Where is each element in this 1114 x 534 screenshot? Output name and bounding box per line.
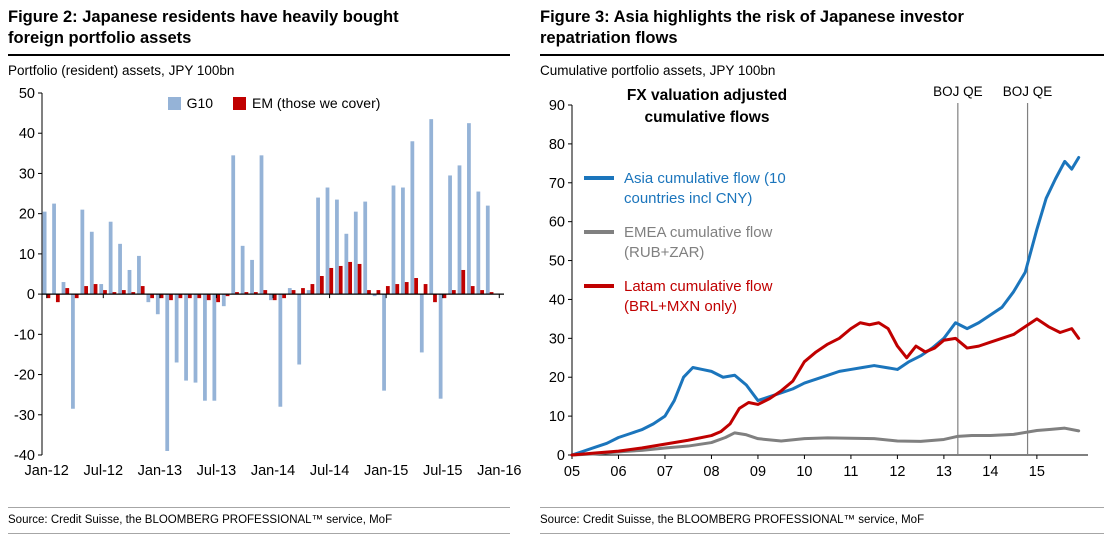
figure2-legend: G10 EM (those we cover)	[38, 95, 510, 111]
figure3-annotation: FX valuation adjusted cumulative flows	[626, 87, 788, 126]
svg-text:Jul-13: Jul-13	[197, 463, 237, 479]
svg-text:0: 0	[27, 287, 35, 303]
figure2-source: Source: Credit Suisse, the BLOOMBERG PRO…	[8, 507, 510, 534]
figure3-legend-label-emea: EMEA cumulative flow (RUB+ZAR)	[624, 224, 773, 261]
asia-line-swatch-icon	[584, 176, 614, 181]
svg-text:50: 50	[19, 86, 35, 102]
figure2-legend-label-em: EM (those we cover)	[252, 95, 381, 112]
figure3-title-text: Figure 3: Asia highlights the risk of Ja…	[540, 8, 964, 48]
em-swatch-icon	[233, 96, 247, 110]
svg-text:60: 60	[549, 215, 565, 231]
svg-text:40: 40	[549, 293, 565, 309]
svg-text:Jul-12: Jul-12	[84, 463, 124, 479]
figure3-subtitle: Cumulative portfolio assets, JPY 100bn	[540, 63, 776, 79]
svg-text:-20: -20	[14, 368, 35, 384]
svg-text:10: 10	[19, 247, 35, 263]
emea-line-swatch-icon	[584, 230, 614, 235]
svg-text:Jan-15: Jan-15	[364, 463, 408, 479]
svg-text:70: 70	[549, 176, 565, 192]
svg-text:-40: -40	[14, 448, 35, 464]
svg-text:50: 50	[549, 254, 565, 270]
figure3-legend-label-asia: Asia cumulative flow (10 countries incl …	[624, 170, 786, 207]
svg-text:30: 30	[549, 332, 565, 348]
figure2-legend-label-g10: G10	[186, 95, 214, 112]
figure3-title: Figure 3: Asia highlights the risk of Ja…	[540, 7, 1104, 57]
svg-text:12: 12	[889, 464, 905, 480]
figure2-title: Figure 2: Japanese residents have heavil…	[8, 7, 510, 57]
svg-text:BOJ QE: BOJ QE	[1003, 84, 1053, 99]
svg-text:Jan-14: Jan-14	[251, 463, 295, 479]
svg-text:Jul-15: Jul-15	[423, 463, 463, 479]
svg-text:-10: -10	[14, 328, 35, 344]
figure2-subtitle: Portfolio (resident) assets, JPY 100bn	[8, 63, 235, 79]
figure3-chart: 0 10 20 30 40 50 60 70 80 90 05 06 07 08 09 10 11 12 13 14 1…	[540, 81, 1104, 481]
latam-line-swatch-icon	[584, 284, 614, 289]
svg-text:BOJ QE: BOJ QE	[933, 84, 983, 99]
svg-text:07: 07	[657, 464, 673, 480]
figure3-legend-item-latam: Latam cumulative flow (BRL+MXN only)	[584, 277, 829, 316]
figure3-legend-item-asia: Asia cumulative flow (10 countries incl …	[584, 169, 829, 208]
figure3-legend: Asia cumulative flow (10 countries incl …	[584, 169, 829, 316]
figure2-title-text: Figure 2: Japanese residents have heavil…	[8, 8, 399, 48]
svg-text:80: 80	[549, 137, 565, 153]
figure3-source: Source: Credit Suisse, the BLOOMBERG PRO…	[540, 507, 1104, 534]
svg-text:15: 15	[1029, 464, 1045, 480]
svg-text:40: 40	[19, 126, 35, 142]
svg-text:14: 14	[982, 464, 998, 480]
svg-text:09: 09	[750, 464, 766, 480]
figure3-panel: Figure 3: Asia highlights the risk of Ja…	[524, 0, 1114, 534]
figure3-legend-item-emea: EMEA cumulative flow (RUB+ZAR)	[584, 223, 829, 262]
svg-text:0: 0	[557, 448, 565, 464]
svg-text:20: 20	[549, 370, 565, 386]
svg-text:20: 20	[19, 207, 35, 223]
svg-text:06: 06	[610, 464, 626, 480]
svg-text:Jan-13: Jan-13	[138, 463, 182, 479]
figure2-chart: -40 -30 -20 -10 0 10 20 30 40 50 Jan-12 Jul-12 Jan-1…	[8, 81, 521, 481]
svg-text:-30: -30	[14, 408, 35, 424]
figure2-legend-item-em: EM (those we cover)	[233, 95, 380, 111]
svg-text:Jul-14: Jul-14	[310, 463, 350, 479]
svg-text:05: 05	[564, 464, 580, 480]
svg-text:08: 08	[703, 464, 719, 480]
svg-text:Jan-12: Jan-12	[25, 463, 69, 479]
svg-text:10: 10	[796, 464, 812, 480]
svg-text:30: 30	[19, 167, 35, 183]
g10-swatch-icon	[167, 96, 181, 110]
svg-text:13: 13	[936, 464, 952, 480]
svg-text:10: 10	[549, 409, 565, 425]
figure2-bar-plot: -40 -30 -20 -10 0 10 20 30 40 50 Jan-12 Jul-12 Jan-1…	[8, 81, 521, 481]
figure3-legend-label-latam: Latam cumulative flow (BRL+MXN only)	[624, 278, 773, 315]
svg-text:11: 11	[843, 464, 858, 480]
svg-text:Jan-16: Jan-16	[477, 463, 521, 479]
figure2-legend-item-g10: G10	[167, 95, 214, 112]
figure3-line-plot: 0 10 20 30 40 50 60 70 80 90 05 06 07 08 09 10 11 12 13 14 1…	[540, 81, 1104, 481]
figure2-panel: Figure 2: Japanese residents have heavil…	[0, 0, 524, 534]
svg-text:90: 90	[549, 98, 565, 114]
